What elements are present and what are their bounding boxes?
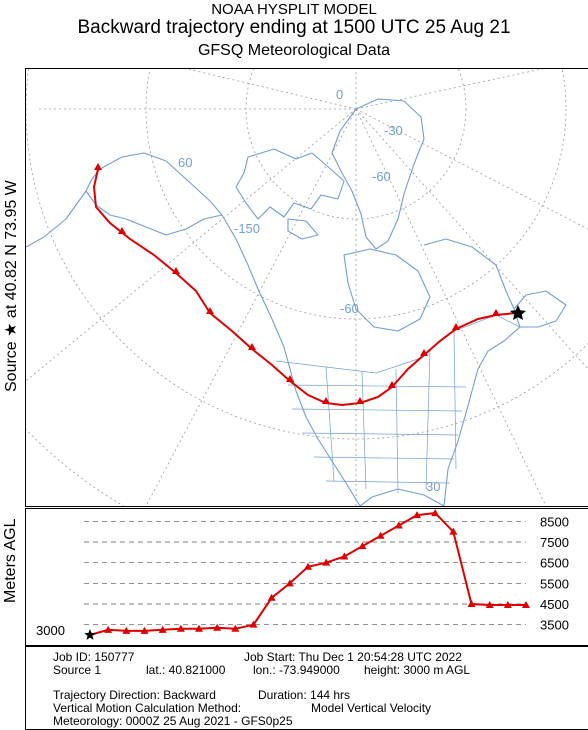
trajectory-marker xyxy=(172,267,180,274)
height-profile-marker xyxy=(467,600,476,607)
trajectory-marker xyxy=(206,307,214,314)
source-height-label: 3000 xyxy=(36,623,65,638)
profile-right-tick-label: 7500 xyxy=(540,535,569,550)
height-profile-marker xyxy=(340,552,349,560)
title-line-2: Backward trajectory ending at 1500 UTC 2… xyxy=(77,17,511,38)
profile-gridlines xyxy=(84,520,526,626)
profile-right-tick-label: 5500 xyxy=(540,576,569,591)
pacific-coast-outline xyxy=(221,214,361,506)
grid-label: -60 xyxy=(372,169,391,184)
trajectory-markers xyxy=(94,163,500,404)
height-profile-marker xyxy=(195,624,203,632)
meteorology-info: Meteorology: 0000Z 25 Aug 2021 - GFS0p25 xyxy=(53,714,293,728)
hudson-bay-outline xyxy=(343,248,431,332)
height-profile-marker xyxy=(503,601,512,609)
trajectory-marker xyxy=(356,397,364,404)
source-latitude: lat.: 40.821000 xyxy=(146,663,226,677)
height-profile-line xyxy=(89,512,526,636)
arctic-islands-outline xyxy=(235,148,345,220)
trajectory-marker xyxy=(322,397,330,404)
alaska-outline xyxy=(85,152,223,236)
height-profile-marker xyxy=(267,593,276,601)
grid-label: 0 xyxy=(336,87,343,102)
source-longitude: lon.: -73.949000 xyxy=(253,663,340,677)
profile-y-axis-label: Meters AGL xyxy=(2,518,19,603)
greenland-outline xyxy=(331,98,425,250)
trajectory-map: 0 -30 -150 -60 60 -60 30 xyxy=(26,69,588,506)
run-info-panel: Job ID: 150777 Job Start: Thu Dec 1 20:5… xyxy=(25,646,588,730)
height-profile-marker xyxy=(249,620,258,628)
vertical-method-label: Vertical Motion Calculation Method: xyxy=(53,701,242,715)
height-profile-marker xyxy=(522,601,530,609)
map-graticule xyxy=(26,69,588,506)
trajectory-marker xyxy=(420,349,428,356)
height-profile-marker xyxy=(213,623,222,631)
trajectory-marker xyxy=(286,375,294,382)
run-duration: Duration: 144 hrs xyxy=(258,688,351,702)
profile-right-tick-label: 4500 xyxy=(540,597,569,612)
map-political-borders xyxy=(275,314,521,494)
height-profile-marker xyxy=(140,626,149,634)
trajectory-marker xyxy=(94,163,102,170)
height-profile-marker xyxy=(431,509,440,517)
height-profile-marker xyxy=(231,624,240,632)
job-start: Job Start: Thu Dec 1 20:54:28 UTC 2022 xyxy=(244,650,462,664)
vertical-profile-chart: 8500 7500 6500 5500 4500 3500 3000 xyxy=(36,509,569,640)
height-profile-markers xyxy=(104,509,530,634)
profile-right-tick-label: 3500 xyxy=(540,618,569,633)
title-line-3: GFSQ Meteorological Data xyxy=(197,42,391,59)
height-profile-marker xyxy=(176,624,185,632)
trajectory xyxy=(92,163,526,407)
grid-label: -60 xyxy=(340,301,359,316)
height-profile-marker xyxy=(485,601,494,609)
trajectory-marker xyxy=(248,343,256,350)
source-number: Source 1 xyxy=(53,663,102,677)
source-height: height: 3000 m AGL xyxy=(364,663,471,677)
height-profile-marker xyxy=(358,542,367,550)
vertical-profile-panel: 8500 7500 6500 5500 4500 3500 3000 xyxy=(25,508,588,646)
height-profile-marker xyxy=(449,527,458,535)
source-location-label: Source ★ at 40.82 N 73.95 W xyxy=(3,180,20,392)
height-profile-marker xyxy=(104,625,113,633)
trajectory-line xyxy=(92,168,517,407)
height-profile-marker xyxy=(304,562,312,570)
title-line-1: NOAA HYSPLIT MODEL xyxy=(211,1,377,18)
map-grid-labels: 0 -30 -150 -60 60 -60 30 xyxy=(178,87,440,494)
height-profile-marker xyxy=(285,579,294,587)
east-coast-outline xyxy=(423,238,521,506)
trajectory-marker xyxy=(118,227,126,234)
job-id: Job ID: 150777 xyxy=(53,650,135,664)
profile-right-tick-label: 8500 xyxy=(540,514,569,529)
height-profile-marker xyxy=(158,625,167,633)
height-profile-marker xyxy=(122,626,131,634)
source-star-icon xyxy=(510,305,526,320)
grid-label: -150 xyxy=(234,221,260,236)
trajectory-marker xyxy=(452,323,460,330)
map-panel: 0 -30 -150 -60 60 -60 30 xyxy=(25,68,588,507)
grid-label: 30 xyxy=(426,479,440,494)
height-profile-marker xyxy=(413,511,421,519)
vertical-method-value: Model Vertical Velocity xyxy=(311,701,432,715)
profile-right-tick-label: 6500 xyxy=(540,556,569,571)
grid-label: -30 xyxy=(384,123,403,138)
height-profile-marker xyxy=(322,558,331,566)
trajectory-marker xyxy=(388,381,396,388)
map-coastlines xyxy=(26,98,567,506)
trajectory-direction: Trajectory Direction: Backward xyxy=(53,688,216,702)
profile-source-star-icon xyxy=(84,629,96,640)
height-profile-marker xyxy=(394,521,403,529)
profile-right-tick-labels: 8500 7500 6500 5500 4500 3500 xyxy=(540,514,569,632)
trajectory-marker xyxy=(492,309,500,316)
height-profile-marker xyxy=(376,531,385,539)
grid-label: 60 xyxy=(178,155,192,170)
